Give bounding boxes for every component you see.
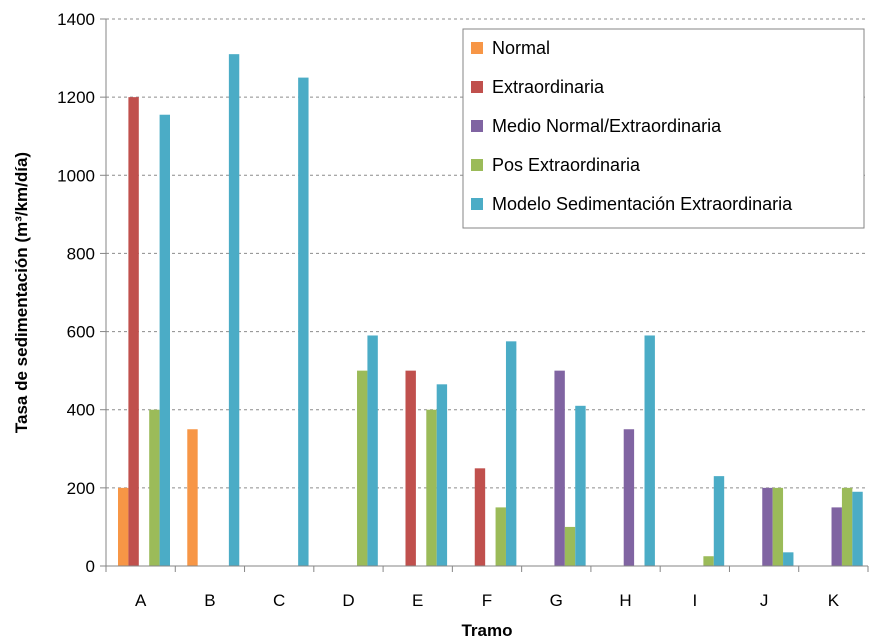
legend-label: Medio Normal/Extraordinaria (492, 116, 722, 136)
x-tick-label: K (828, 591, 840, 610)
bar (405, 370, 416, 566)
y-tick-label: 200 (67, 479, 95, 498)
bar (564, 526, 576, 566)
axes-layer (100, 18, 869, 572)
x-tick-label: C (273, 591, 285, 610)
y-axis-title: Tasa de sedimentación (m³/km/día) (12, 152, 31, 433)
bar (357, 370, 368, 566)
x-tick-label: G (550, 591, 563, 610)
bar (298, 77, 309, 566)
bar (703, 556, 714, 566)
y-tick-label: 400 (67, 401, 95, 420)
bar (128, 97, 139, 567)
y-tick-label: 800 (67, 244, 95, 263)
bar (149, 409, 160, 566)
legend-swatch (471, 81, 483, 93)
bar (852, 491, 863, 566)
bar (772, 487, 784, 566)
bar (505, 341, 517, 566)
bar (367, 335, 378, 566)
legend-label: Modelo Sedimentación Extraordinaria (492, 194, 793, 214)
bar (762, 487, 773, 566)
x-tick-label: A (135, 591, 147, 610)
x-tick-label: H (619, 591, 631, 610)
x-tick-label: J (760, 591, 769, 610)
legend-label: Pos Extraordinaria (492, 155, 641, 175)
legend-swatch (471, 198, 483, 210)
x-tick-labels: A B C D E F G H I J K (135, 591, 840, 610)
x-tick-label: B (204, 591, 215, 610)
y-tick-label: 1400 (57, 10, 95, 29)
bar (575, 405, 586, 566)
bar (831, 507, 842, 566)
y-tick-label: 0 (86, 557, 95, 576)
y-tick-labels: 0 200 400 600 800 1000 1200 1400 (57, 10, 95, 576)
bar (841, 487, 853, 566)
legend-swatch (471, 120, 483, 132)
bar (554, 370, 565, 566)
legend-label: Normal (492, 38, 550, 58)
x-tick-label: F (482, 591, 492, 610)
x-tick-label: E (412, 591, 423, 610)
bar (783, 552, 794, 566)
y-tick-label: 1200 (57, 88, 95, 107)
bar (713, 476, 725, 566)
legend-swatch (471, 42, 483, 54)
y-tick-label: 600 (67, 323, 95, 342)
legend: Normal Extraordinaria Medio Normal/Extraor… (462, 28, 865, 229)
bar (623, 429, 635, 566)
bar (474, 468, 486, 566)
bars-layer (118, 54, 863, 567)
y-tick-label: 1000 (57, 166, 95, 185)
bar (495, 507, 506, 566)
x-tick-label: D (342, 591, 354, 610)
bar (159, 114, 170, 566)
legend-label: Extraordinaria (492, 77, 605, 97)
legend-box (462, 28, 865, 229)
bar (436, 384, 448, 566)
bar (187, 429, 198, 566)
bar (228, 54, 240, 567)
x-tick-label: I (692, 591, 697, 610)
x-axis-title: Tramo (461, 621, 512, 640)
bar (644, 335, 655, 566)
legend-swatch (471, 159, 483, 171)
bar (118, 487, 129, 566)
bar (426, 409, 437, 566)
